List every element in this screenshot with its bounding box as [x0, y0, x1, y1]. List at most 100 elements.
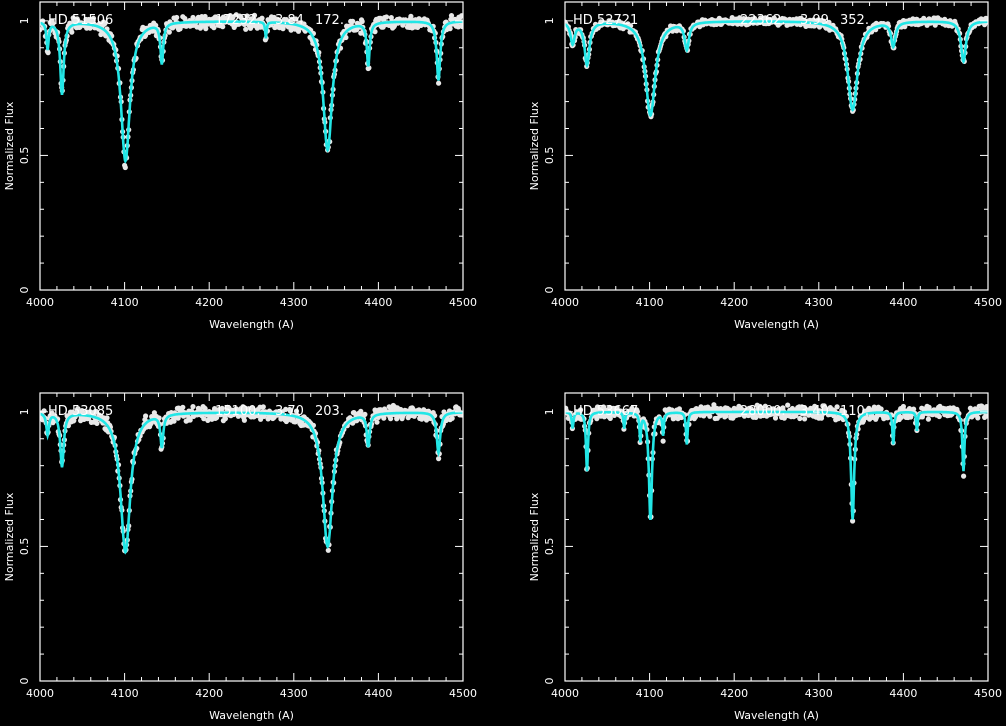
observed-point	[762, 403, 768, 409]
spectrum-panel-hd-53667: 4000 4100 4200 4300 4400 4500 0 0.5 1 Wavelength …	[528, 392, 1002, 722]
plot-frame	[39, 1, 464, 291]
x-tick-label: 4100	[111, 296, 139, 309]
observed-point	[374, 419, 380, 425]
observed-point	[251, 12, 258, 18]
spectrum-panel-hd-52721: 4000 4100 4200 4300 4400 4500 0 0.5 1 Wavelength …	[528, 1, 1002, 331]
x-axis-label: Wavelength (A)	[734, 318, 819, 331]
observed-point	[372, 29, 378, 35]
observed-point	[75, 406, 81, 412]
y-axis-label: Normalized Flux	[528, 101, 541, 190]
observed-point	[607, 415, 613, 421]
observed-point	[171, 418, 177, 424]
observed-point	[383, 14, 390, 20]
observed-point	[660, 438, 666, 444]
observed-point	[201, 416, 207, 422]
observed-point	[350, 18, 356, 24]
observed-point	[180, 404, 186, 410]
observed-point	[182, 15, 188, 22]
observed-point	[448, 13, 455, 19]
x-tick-label: 4200	[195, 296, 223, 309]
x-tick-label: 4000	[551, 296, 579, 309]
spectrum-panel-hd-51506: 4000 4100 4200 4300 4400 4500 0 0.5 1 Wavelength …	[3, 1, 477, 331]
x-axis-label: Wavelength (A)	[734, 709, 819, 722]
observed-point	[975, 415, 981, 421]
observed-point	[381, 415, 387, 421]
y-axis-ticks	[40, 411, 463, 682]
y-tick-label: 0	[543, 287, 556, 294]
teff-value: 28000.	[740, 404, 786, 419]
observed-point	[50, 21, 56, 27]
x-tick-label: 4300	[805, 296, 833, 309]
y-tick-label: 0.5	[543, 147, 556, 165]
x-tick-label: 4000	[26, 296, 54, 309]
star-name: HD 53667	[573, 404, 638, 419]
observed-point	[614, 405, 620, 411]
observed-point	[211, 25, 217, 31]
x-tick-label: 4500	[974, 296, 1002, 309]
observed-point	[961, 473, 967, 479]
observed-point	[436, 456, 442, 462]
y-tick-label: 0.5	[543, 538, 556, 556]
observed-point	[87, 25, 93, 31]
x-tick-label: 4000	[26, 687, 54, 700]
y-tick-label: 0	[18, 287, 31, 294]
observed-spectrum	[565, 402, 988, 524]
teff-value: 15100.	[215, 404, 261, 419]
observed-point	[241, 417, 247, 423]
vsini-value: 110.	[840, 404, 869, 419]
y-tick-label: 0.5	[18, 147, 31, 165]
y-axis-ticks	[565, 411, 988, 682]
x-tick-label: 4000	[551, 687, 579, 700]
observed-point	[358, 408, 364, 414]
observed-point	[90, 15, 97, 21]
x-tick-label: 4500	[974, 687, 1002, 700]
x-axis-ticks	[564, 393, 989, 681]
observed-point	[634, 409, 641, 415]
observed-point	[737, 15, 743, 21]
plot-frame	[564, 392, 989, 682]
star-name: HD 51506	[48, 13, 113, 28]
vsini-value: 352.	[840, 13, 869, 28]
vsini-value: 203.	[315, 404, 344, 419]
observed-point	[244, 13, 250, 19]
observed-point	[214, 415, 220, 421]
observed-point	[878, 406, 884, 412]
x-tick-label: 4200	[195, 687, 223, 700]
observed-point	[455, 24, 461, 30]
y-axis-ticks	[565, 20, 988, 291]
x-axis-label: Wavelength (A)	[209, 709, 294, 722]
observed-point	[156, 415, 162, 421]
observed-point	[153, 22, 159, 28]
x-axis-ticks	[564, 2, 989, 290]
observed-point	[203, 26, 209, 32]
observed-point	[222, 416, 228, 422]
observed-point	[711, 402, 717, 408]
observed-point	[459, 13, 463, 19]
observed-point	[594, 416, 600, 422]
plot-frame	[564, 1, 989, 291]
observed-point	[260, 404, 266, 410]
observed-point	[94, 420, 100, 426]
observed-point	[187, 417, 193, 423]
observed-point	[447, 26, 453, 32]
observed-point	[436, 80, 442, 86]
observed-point	[69, 29, 75, 35]
x-tick-label: 4100	[636, 687, 664, 700]
y-tick-label: 1	[18, 408, 31, 415]
observed-point	[190, 404, 196, 410]
observed-point	[102, 20, 108, 26]
observed-spectrum	[40, 12, 463, 171]
model-spectrum-line	[565, 410, 988, 521]
x-tick-label: 4200	[720, 296, 748, 309]
model-spectrum-line	[565, 20, 988, 118]
observed-point	[772, 415, 779, 421]
logg-value: 3.70	[275, 404, 304, 419]
y-tick-label: 0	[18, 678, 31, 685]
y-tick-label: 1	[543, 17, 556, 24]
vsini-value: 172.	[315, 13, 344, 28]
model-spectrum-line	[40, 411, 463, 555]
logg-value: 3.40	[800, 404, 829, 419]
x-tick-label: 4400	[889, 687, 917, 700]
x-axis-ticks	[39, 2, 464, 290]
